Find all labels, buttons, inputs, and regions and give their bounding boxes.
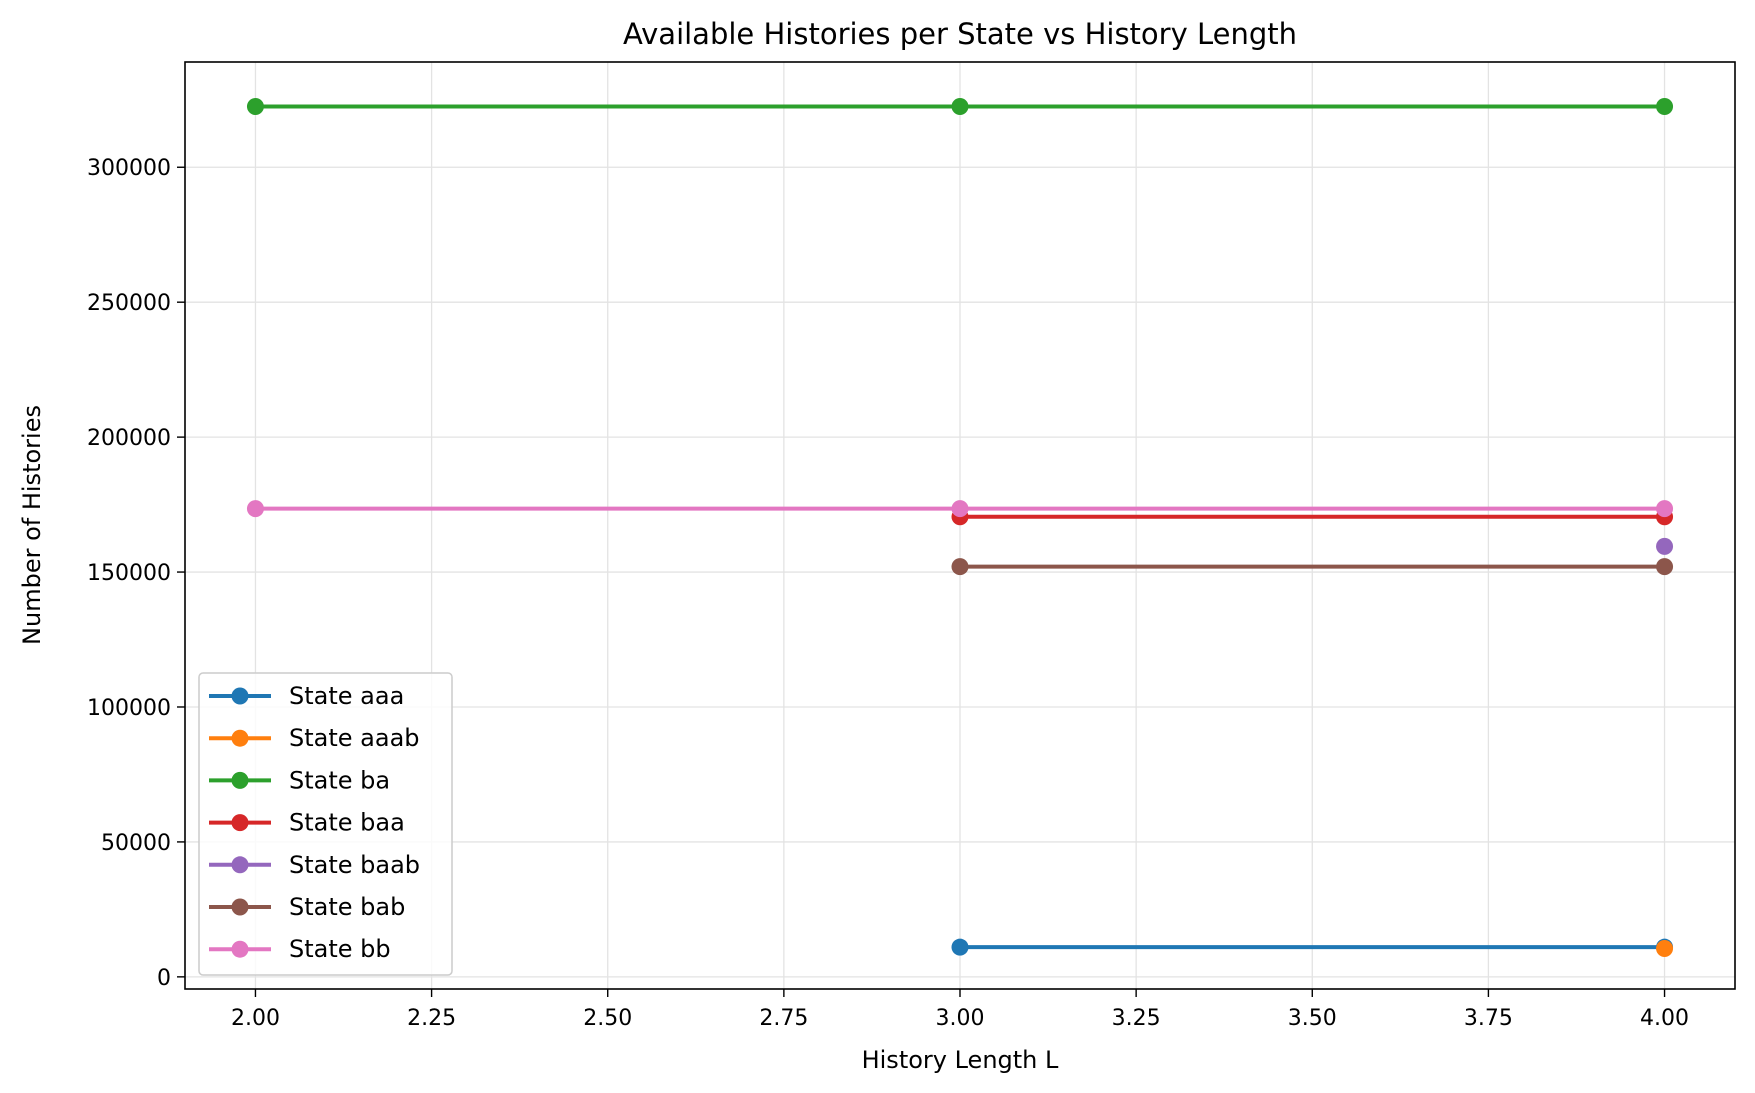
x-tick-label: 2.75 bbox=[759, 1006, 808, 1031]
x-tick-label: 2.50 bbox=[583, 1006, 632, 1031]
y-tick-label: 100000 bbox=[87, 696, 171, 721]
legend-label: State ba bbox=[289, 766, 390, 794]
series-state-bab bbox=[951, 558, 1674, 576]
series-layer bbox=[246, 98, 1674, 958]
data-point bbox=[1656, 537, 1674, 555]
series-state-bb bbox=[246, 500, 1674, 518]
legend-marker bbox=[231, 856, 249, 874]
x-tick-label: 3.00 bbox=[936, 1006, 985, 1031]
data-point bbox=[951, 558, 969, 576]
legend-label: State aaa bbox=[289, 682, 404, 710]
legend-label: State bab bbox=[289, 893, 405, 921]
y-axis-ticks: 0 50000 100000 150000 200000 250000 300000 bbox=[87, 156, 185, 991]
x-tick-label: 4.00 bbox=[1640, 1006, 1689, 1031]
legend-marker bbox=[231, 898, 249, 916]
data-point bbox=[246, 98, 264, 116]
legend-marker bbox=[231, 940, 249, 958]
legend: State aaa State aaab State ba State baa Stat… bbox=[198, 672, 453, 976]
y-tick-label: 300000 bbox=[87, 156, 171, 181]
y-tick-label: 0 bbox=[157, 966, 171, 991]
chart-title: Available Histories per State vs History… bbox=[623, 17, 1297, 51]
y-tick-label: 250000 bbox=[87, 291, 171, 316]
legend-marker bbox=[231, 771, 249, 789]
legend-box bbox=[198, 672, 453, 976]
legend-marker bbox=[231, 814, 249, 832]
y-tick-label: 200000 bbox=[87, 426, 171, 451]
legend-label: State bb bbox=[289, 935, 391, 963]
legend-marker bbox=[231, 729, 249, 747]
x-tick-label: 3.25 bbox=[1112, 1006, 1161, 1031]
legend-label: State baab bbox=[289, 851, 420, 879]
series-state-ba bbox=[246, 98, 1674, 116]
legend-marker bbox=[231, 687, 249, 705]
data-point bbox=[951, 500, 969, 518]
data-point bbox=[1656, 98, 1674, 116]
x-axis-ticks: 2.00 2.25 2.50 2.75 3.00 3.25 3.50 3.75 4.00 bbox=[231, 989, 1689, 1031]
x-tick-label: 2.25 bbox=[407, 1006, 456, 1031]
series-state-baab bbox=[1656, 537, 1674, 555]
data-point bbox=[951, 938, 969, 956]
data-point bbox=[951, 98, 969, 116]
legend-label: State aaab bbox=[289, 724, 420, 752]
y-axis-label: Number of Histories bbox=[18, 405, 46, 645]
x-tick-label: 2.00 bbox=[231, 1006, 280, 1031]
legend-label: State baa bbox=[289, 809, 405, 837]
y-tick-label: 150000 bbox=[87, 561, 171, 586]
data-point bbox=[246, 500, 264, 518]
series-state-aaab bbox=[1656, 940, 1674, 958]
data-point bbox=[1656, 558, 1674, 576]
data-point bbox=[1656, 940, 1674, 958]
x-tick-label: 3.75 bbox=[1464, 1006, 1513, 1031]
x-axis-label: History Length L bbox=[862, 1046, 1059, 1074]
data-point bbox=[1656, 500, 1674, 518]
y-tick-label: 50000 bbox=[101, 831, 171, 856]
x-tick-label: 3.50 bbox=[1288, 1006, 1337, 1031]
